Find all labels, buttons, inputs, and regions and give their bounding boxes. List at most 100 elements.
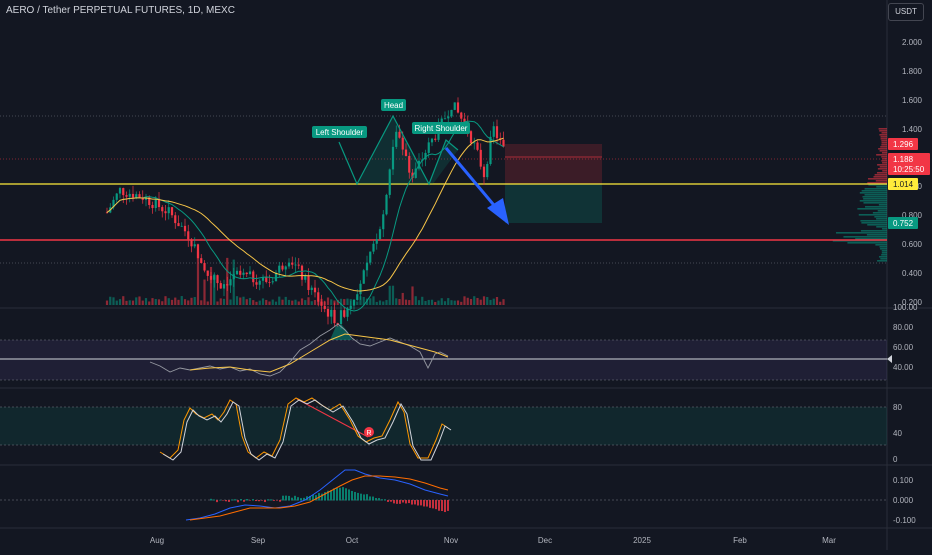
macd-hist-bar — [342, 487, 344, 501]
rsi-tick-label: 40.00 — [893, 363, 914, 372]
volume-bar — [359, 296, 362, 305]
volume-profile-bar — [855, 238, 887, 240]
volume-bar — [326, 297, 330, 305]
macd-hist-bar — [255, 500, 257, 502]
macd-hist-bar — [300, 498, 302, 501]
volume-profile-bar — [876, 218, 887, 220]
macd-hist-bar — [210, 498, 212, 501]
volume-bar — [200, 300, 203, 305]
volume-bar — [313, 299, 317, 305]
candle-body — [105, 212, 109, 214]
candle-body — [151, 204, 154, 209]
macd-hist-bar — [435, 500, 437, 510]
macd-hist-bar — [360, 493, 362, 501]
candle-body — [456, 102, 460, 113]
volume-bar — [310, 301, 313, 305]
label-left-shoulder[interactable]: Left Shoulder — [312, 126, 367, 138]
volume-bar — [356, 301, 359, 305]
candle-body — [307, 275, 310, 290]
macd-hist-bar — [357, 492, 359, 501]
volume-profile-bar — [832, 240, 887, 242]
volume-bar — [271, 299, 274, 305]
macd-hist-bar — [219, 499, 221, 501]
macd-pane[interactable] — [0, 469, 887, 521]
macd-hist-bar — [321, 493, 323, 501]
volume-profile-bar — [879, 246, 887, 248]
candle-body — [427, 142, 430, 153]
volume-profile-bar — [882, 162, 887, 164]
candle-body — [248, 271, 252, 275]
macd-hist-bar — [231, 499, 233, 501]
candle-body — [388, 169, 391, 195]
volume-profile-bar — [860, 230, 887, 232]
macd-hist-bar — [261, 500, 263, 501]
ma-slow-line — [106, 137, 504, 292]
volume-profile-bar — [875, 180, 887, 182]
volume-bar — [128, 300, 131, 305]
macd-hist-bar — [324, 492, 326, 501]
label-right-shoulder[interactable]: Right Shoulder — [412, 122, 470, 134]
candle-body — [112, 199, 115, 208]
stoch-divergence-line — [296, 398, 369, 438]
macd-hist-bar — [447, 500, 449, 511]
volume-bar — [281, 299, 284, 305]
stoch-axis: 80 40 0 — [893, 403, 902, 464]
countdown-text: 10:25:50 — [893, 165, 925, 174]
volume-profile-bar — [859, 200, 887, 202]
volume-bar — [294, 299, 297, 305]
last-price-badge-text: 1.188 — [893, 155, 914, 164]
rsi-overbought-fill — [330, 325, 352, 340]
macd-hist-bar — [444, 500, 446, 513]
candle-body — [450, 109, 453, 117]
stoch-d-line — [162, 399, 452, 461]
volume-bar — [398, 299, 401, 305]
volume-bar — [450, 300, 453, 305]
volume-bar — [258, 300, 261, 305]
volume-bar — [365, 298, 369, 305]
volume-bar — [307, 297, 310, 305]
label-head[interactable]: Head — [381, 99, 406, 111]
candle-body — [333, 309, 336, 324]
candle-body — [131, 193, 135, 198]
volume-profile-bar — [878, 204, 887, 206]
candle-body — [443, 118, 447, 120]
macd-hist-bar — [333, 488, 335, 501]
currency-button[interactable]: USDT — [888, 3, 924, 21]
candle-body — [339, 310, 343, 325]
candle-body — [242, 272, 245, 275]
macd-hist-bar — [240, 499, 242, 501]
candle-body — [245, 272, 248, 275]
volume-bar — [456, 300, 460, 305]
candle-body — [170, 207, 174, 216]
candle-body — [222, 284, 226, 289]
volume-profile-bar — [878, 128, 887, 130]
rsi-pane[interactable] — [0, 323, 892, 381]
candle-body — [196, 244, 200, 259]
volume-profile-bar — [847, 242, 887, 244]
volume-bar — [115, 300, 118, 305]
macd-hist-bar — [249, 500, 251, 501]
volume-profile — [832, 128, 887, 262]
volume-bar — [297, 301, 300, 305]
macd-hist-bar — [327, 490, 329, 501]
volume-bar — [463, 296, 466, 305]
candle-body — [261, 277, 265, 281]
candle-body — [362, 270, 365, 284]
macd-hist-bar — [414, 500, 416, 505]
time-axis[interactable]: Aug Sep Oct Nov Dec 2025 Feb Mar — [150, 536, 836, 545]
volume-profile-bar — [877, 164, 887, 166]
short-position-tool[interactable] — [505, 144, 602, 223]
candle-body — [385, 194, 388, 215]
volume-bar — [369, 298, 372, 305]
volume-bar — [187, 300, 190, 305]
projection-arrow[interactable] — [444, 147, 509, 225]
stoch-pane[interactable]: R — [0, 397, 887, 461]
volume-profile-bar — [867, 178, 887, 180]
volume-bar — [473, 296, 476, 305]
volume-bar — [434, 301, 437, 305]
candle-body — [118, 188, 122, 194]
volume-bar — [222, 298, 226, 305]
macd-hist-bar — [297, 497, 299, 501]
